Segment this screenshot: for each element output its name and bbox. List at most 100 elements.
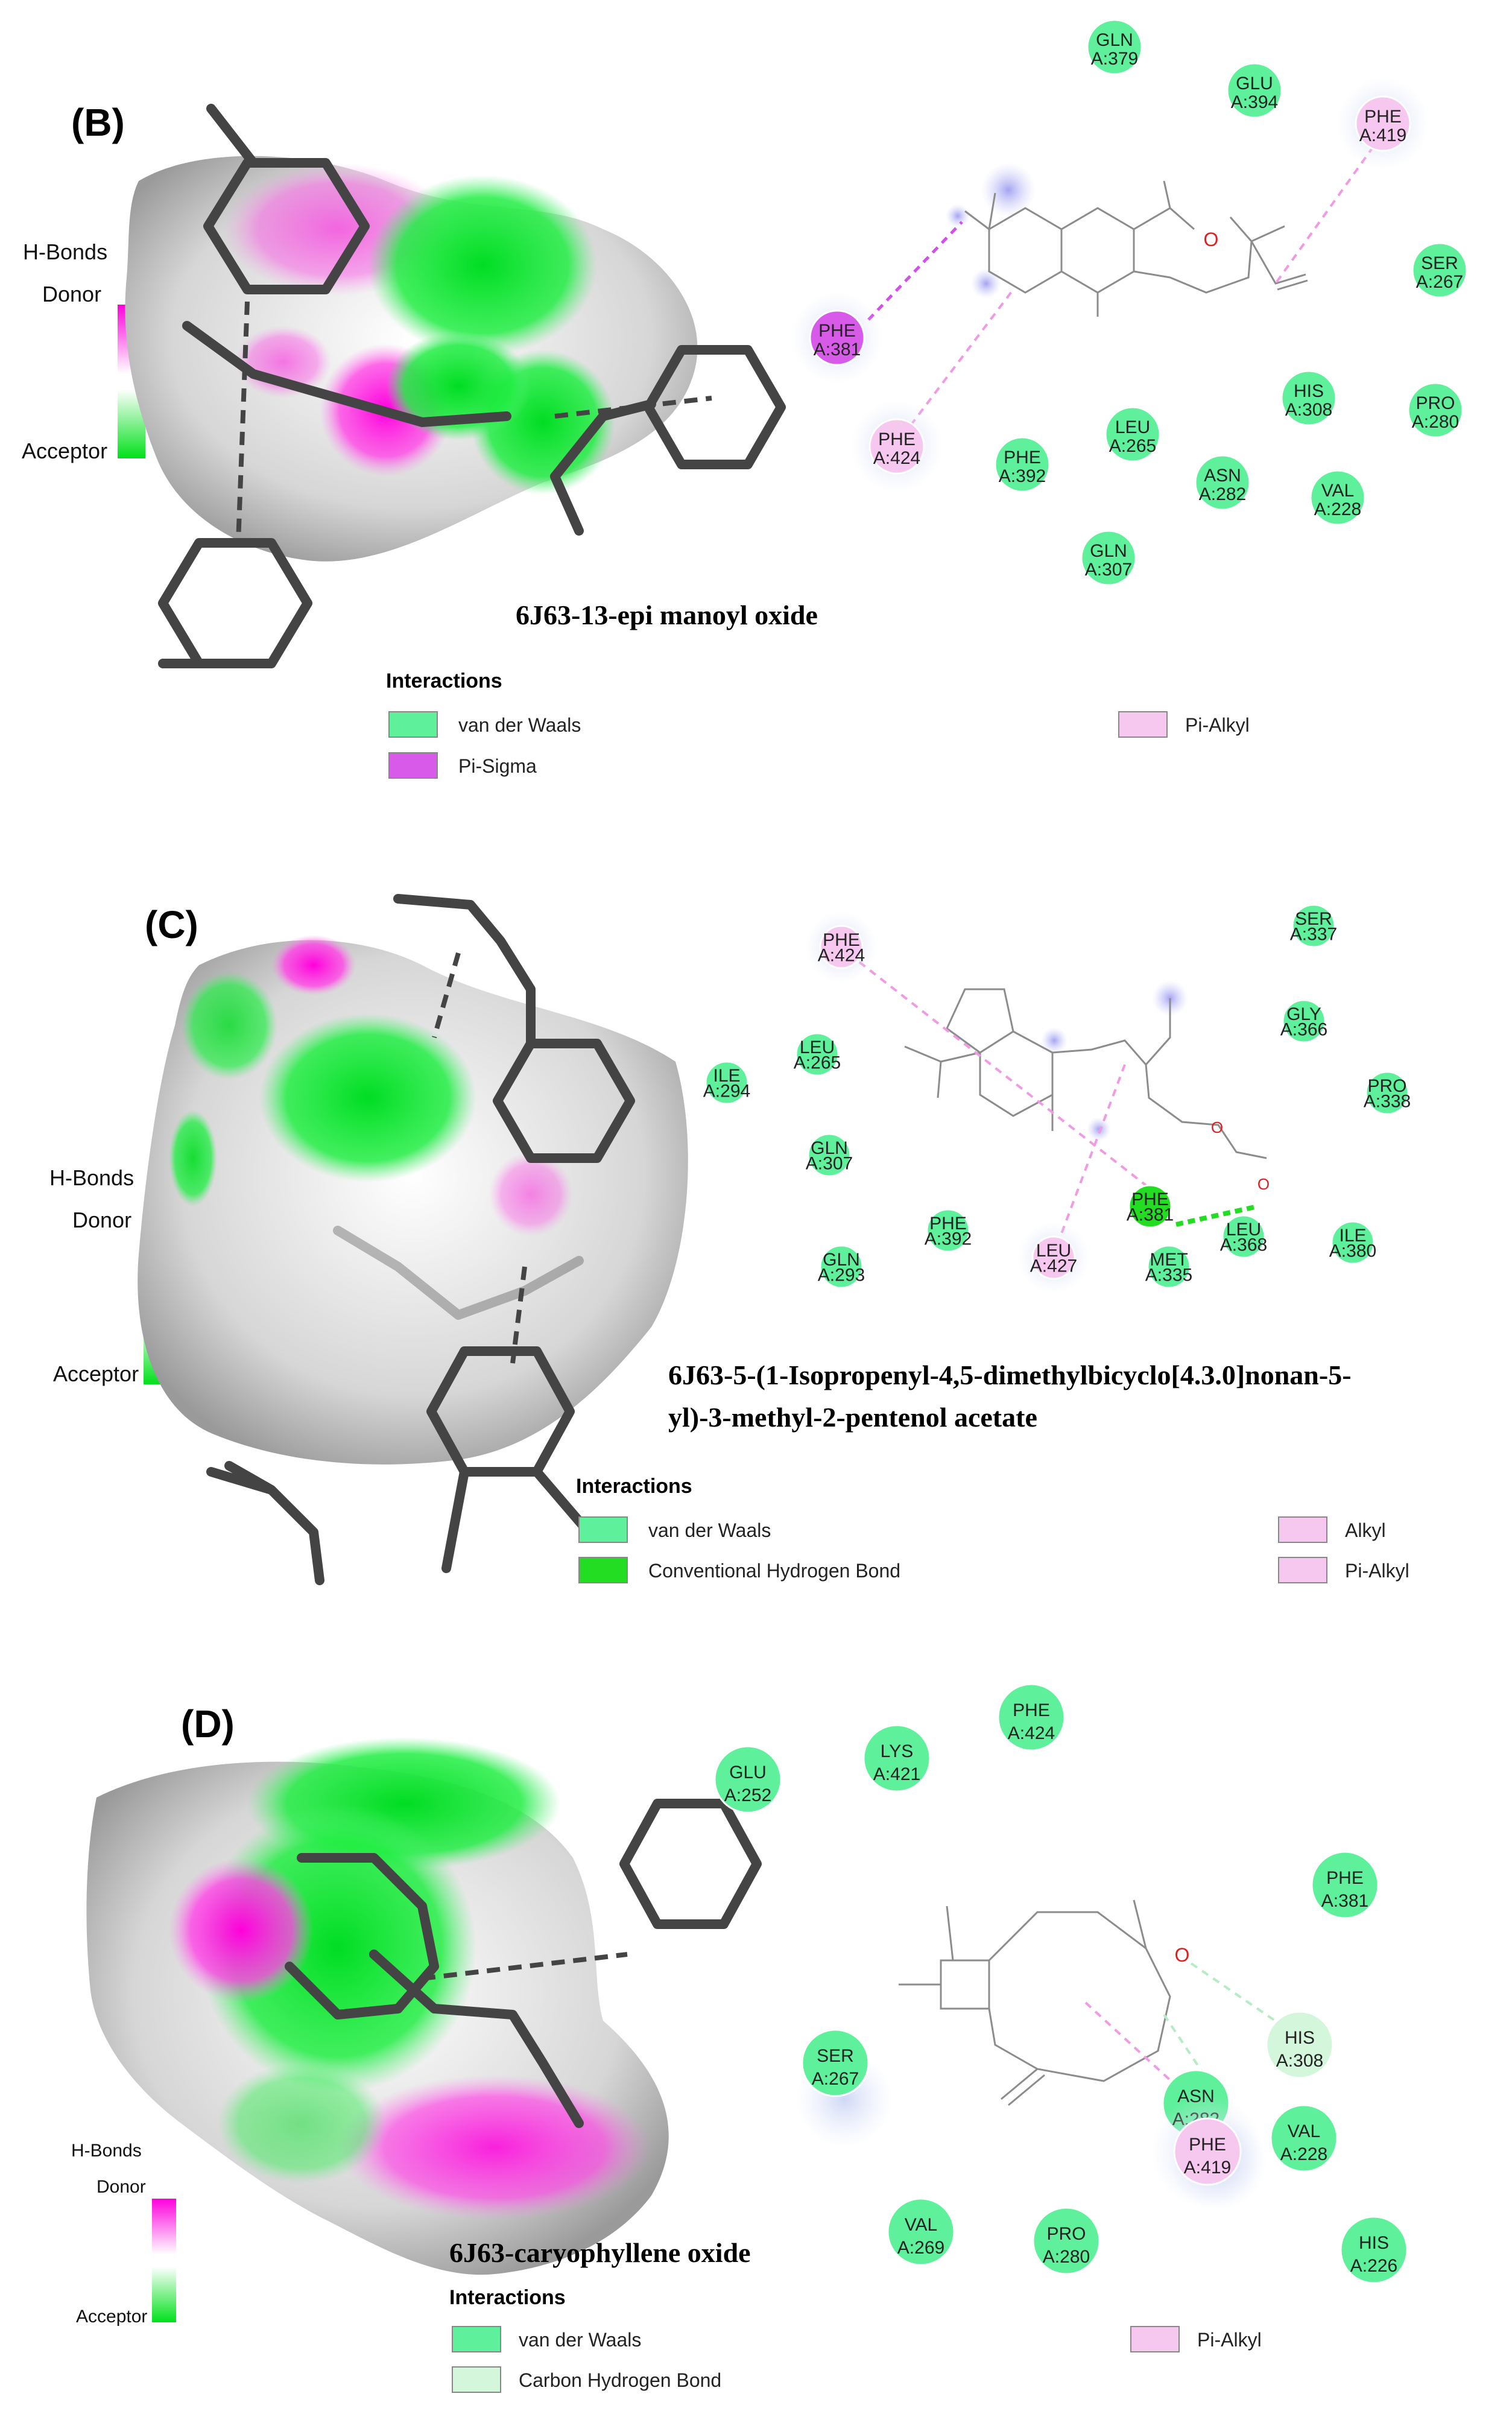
legend-swatch bbox=[452, 2366, 501, 2393]
ligand-skeleton bbox=[899, 1899, 1171, 2106]
legend-label: Pi-Alkyl bbox=[1197, 2329, 1262, 2351]
residue-name: LEU bbox=[1115, 417, 1150, 437]
interaction-line bbox=[909, 288, 1014, 426]
residue-id: A:280 bbox=[1412, 412, 1459, 432]
residue-disc bbox=[926, 1208, 970, 1253]
residue-disc bbox=[1086, 19, 1143, 75]
residue-id: A:265 bbox=[1109, 436, 1156, 456]
residue-disc bbox=[713, 1745, 782, 1814]
residue-disc bbox=[1291, 904, 1336, 948]
residue-name: GLU bbox=[1236, 74, 1273, 93]
interaction-line bbox=[1175, 1204, 1258, 1227]
residue-disc bbox=[994, 436, 1051, 493]
interactions-legend: Interactions van der Waals Pi-Sigma Pi-A… bbox=[386, 670, 1250, 779]
hbond-key-donor: Donor bbox=[72, 1208, 131, 1232]
residue-disc bbox=[819, 925, 864, 969]
residue-id: A:307 bbox=[1085, 560, 1132, 580]
interactions-legend-title: Interactions bbox=[576, 1475, 692, 1498]
legend-label: Pi-Alkyl bbox=[1185, 714, 1250, 736]
residue-disc bbox=[1340, 2216, 1408, 2284]
residue-disc bbox=[819, 1244, 864, 1289]
residue-id: A:252 bbox=[724, 1785, 771, 1805]
legend-label: van der Waals bbox=[519, 2329, 641, 2351]
residue-id: A:335 bbox=[1145, 1265, 1192, 1285]
residue-id: A:366 bbox=[1280, 1019, 1327, 1039]
residue-disc bbox=[704, 1060, 749, 1105]
oxygen-atom-label: O bbox=[1211, 1118, 1223, 1136]
binding-surface-3d bbox=[86, 1737, 762, 2275]
residue-id: A:293 bbox=[818, 1265, 865, 1285]
residue-phe-424: PHE A:424 bbox=[997, 1683, 1066, 1752]
legend-swatch bbox=[578, 1557, 628, 1583]
residue-name: LEU bbox=[1226, 1220, 1261, 1240]
residue-disc bbox=[1031, 1235, 1076, 1280]
residue-id: A:368 bbox=[1220, 1235, 1267, 1255]
compound-name: 6J63-13-epi manoyl oxide bbox=[516, 600, 818, 630]
residue-name: PRO bbox=[1416, 393, 1455, 413]
residue-name: PHE bbox=[929, 1214, 967, 1234]
residue-id: A:424 bbox=[1008, 1723, 1055, 1743]
ligand-skeleton bbox=[904, 988, 1267, 1159]
hbond-key-acceptor: Acceptor bbox=[53, 1361, 139, 1386]
interaction-diagram-2d: O GLNA:379GLUA:394PHEA:419SERA:267PHEA:3… bbox=[791, 19, 1468, 586]
binding-surface-3d bbox=[125, 104, 786, 668]
residue-name: PRO bbox=[1046, 2224, 1086, 2244]
residue-disc bbox=[1311, 1851, 1379, 1919]
ligand-skeleton bbox=[964, 180, 1308, 317]
legend-swatch bbox=[388, 711, 438, 738]
panel-b: (B) H-Bonds Donor Acceptor bbox=[22, 19, 1468, 779]
residue-disc bbox=[1411, 242, 1468, 299]
residue-disc bbox=[1407, 382, 1464, 439]
residue-name: VAL bbox=[1321, 481, 1354, 501]
residue-disc bbox=[1128, 1184, 1172, 1229]
residue-name: PHE bbox=[823, 930, 860, 950]
hbond-key-donor: Donor bbox=[96, 2177, 146, 2197]
panel-c: (C) H-Bonds Donor Acceptor bbox=[49, 894, 1411, 1585]
hbond-key: H-Bonds Donor Acceptor bbox=[71, 2141, 176, 2327]
residue-disc bbox=[1355, 95, 1411, 152]
interaction-diagram-2d: O PHE A:424 LYS A:421 GLU A:252 PHE A:381 HIS A:3… bbox=[713, 1683, 1408, 2284]
panel-label: (B) bbox=[71, 101, 125, 144]
oxygen-atom-label: O bbox=[1175, 1944, 1190, 1966]
hbond-key-acceptor: Acceptor bbox=[22, 439, 107, 463]
residue-id: A:381 bbox=[1127, 1205, 1174, 1224]
residue-phe-419: PHE A:419 bbox=[1151, 2095, 1264, 2208]
residue-disc bbox=[801, 2029, 870, 2097]
residue-disc bbox=[1280, 370, 1337, 426]
legend-swatch bbox=[578, 1516, 628, 1543]
hbond-key-donor: Donor bbox=[42, 282, 101, 306]
residue-id: A:427 bbox=[1030, 1256, 1077, 1276]
residue-id: A:392 bbox=[925, 1229, 972, 1249]
hbond-key-title: H-Bonds bbox=[71, 2141, 142, 2161]
residue-disc bbox=[868, 418, 925, 475]
residue-name: GLN bbox=[1090, 541, 1127, 561]
residue-name: PRO bbox=[1367, 1076, 1406, 1096]
residue-id: A:381 bbox=[1321, 1891, 1368, 1911]
residue-name: GLN bbox=[1096, 30, 1133, 50]
interaction-line bbox=[867, 221, 963, 321]
residue-name: ILE bbox=[713, 1066, 740, 1086]
residue-name: LEU bbox=[800, 1037, 835, 1057]
residue-his-308: HIS A:308 bbox=[1265, 2010, 1334, 2079]
residue-name: VAL bbox=[905, 2215, 937, 2235]
compound-name: 6J63-caryophyllene oxide bbox=[449, 2237, 751, 2268]
residue-name: PHE bbox=[1013, 1700, 1050, 1720]
legend-swatch bbox=[1278, 1516, 1327, 1543]
residue-id: A:308 bbox=[1285, 400, 1332, 420]
residue-id: A:269 bbox=[897, 2238, 944, 2258]
residue-id: A:294 bbox=[703, 1081, 750, 1101]
residue-disc bbox=[997, 1683, 1066, 1752]
